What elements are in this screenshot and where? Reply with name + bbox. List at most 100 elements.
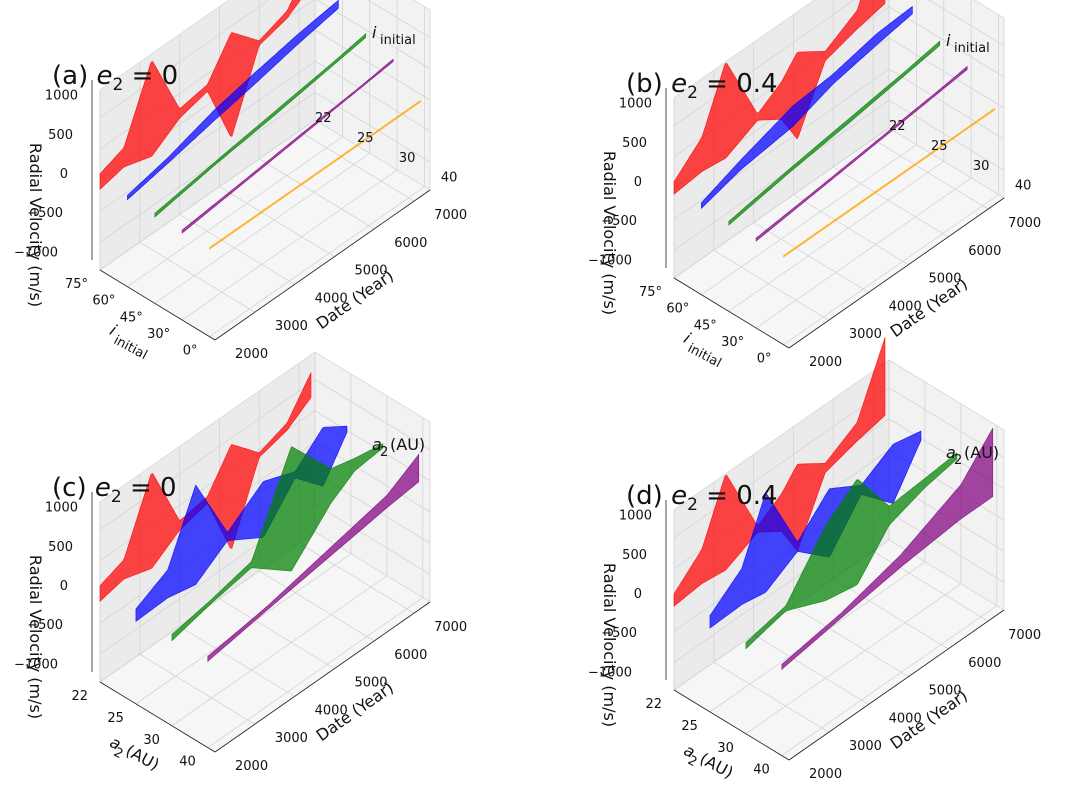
x-tick-label: 2000 xyxy=(235,347,268,362)
top-param-label: i initial xyxy=(946,31,990,56)
panel-title-symbol: e xyxy=(671,69,687,99)
floor-grid-x xyxy=(753,634,869,705)
back-grid-z xyxy=(99,379,316,531)
x-tick-label: 3000 xyxy=(275,731,308,746)
x-tick-label: 5000 xyxy=(354,264,387,279)
panel-title-value: 0 xyxy=(162,61,179,91)
x-axis-line xyxy=(788,197,1005,349)
x-tick-label: 6000 xyxy=(394,648,427,663)
top-param-label-sub: 2 xyxy=(380,445,388,460)
y-tick-label: 45° xyxy=(120,310,143,325)
top-param-label: a2 (AU) xyxy=(372,435,425,460)
x-tick-label: 3000 xyxy=(849,739,882,754)
x-axis-line xyxy=(214,189,431,341)
floor-grid-x xyxy=(139,653,256,725)
y-tick-label: 30 xyxy=(717,741,734,756)
floor-grid-x xyxy=(179,214,295,285)
series-ribbon-1 xyxy=(127,0,339,201)
y-axis-line xyxy=(673,689,790,761)
floor-grid-y xyxy=(209,186,425,337)
series-ribbon-2 xyxy=(728,40,941,226)
floor-grid-y xyxy=(171,575,388,727)
top-y-tick-label: 22 xyxy=(315,111,332,126)
top-param-label: a2 (AU) xyxy=(946,443,999,468)
floor-grid-y xyxy=(783,194,999,345)
floor-grid-x xyxy=(219,598,335,670)
side-grid-z xyxy=(888,37,1005,109)
side-grid-z xyxy=(367,0,431,39)
floor-grid-y xyxy=(181,169,398,321)
z-tick-label: −500 xyxy=(601,626,637,641)
series-ribbon-1 xyxy=(709,430,922,629)
panel-title-sub: 2 xyxy=(687,83,698,103)
floor-grid-x xyxy=(179,626,295,697)
floor-grid-y xyxy=(99,119,316,271)
floor-grid-y xyxy=(127,136,343,287)
x-tick-label: 4000 xyxy=(315,703,348,718)
back-grid-z xyxy=(673,0,855,127)
back-grid-z xyxy=(99,91,316,243)
panel-title-symbol: e xyxy=(96,61,112,91)
panel-title-label: (b) xyxy=(626,69,671,99)
back-grid-z xyxy=(99,0,270,119)
z-tick-label: 500 xyxy=(622,136,647,151)
floor-grid-x xyxy=(713,249,830,321)
y-tick-label: 22 xyxy=(645,697,662,712)
y-tick-label: 45° xyxy=(694,318,717,333)
series-ribbon-0 xyxy=(673,0,886,195)
y-axis-line xyxy=(99,269,216,341)
side-grid-z xyxy=(314,60,431,132)
floor-grid-x xyxy=(872,138,989,210)
y-tick-label: 40 xyxy=(179,755,196,770)
floor-grid-y xyxy=(781,605,998,756)
top-param-label: i initial xyxy=(372,23,416,48)
panel-title: (d) e2 = 0.4 xyxy=(626,481,778,515)
side-grid-z xyxy=(314,91,431,163)
x-tick-label: 6000 xyxy=(394,236,427,251)
top-param-label-sub: 2 xyxy=(954,453,962,468)
top-y-tick-label: 22 xyxy=(889,119,906,134)
z-tick-label: 500 xyxy=(48,540,73,555)
floor-grid-x xyxy=(259,570,375,642)
panel-title-value: 0 xyxy=(160,473,177,503)
floor-grid-y xyxy=(154,153,370,304)
series-ribbon-1 xyxy=(701,5,913,210)
z-tick-label: −1000 xyxy=(588,665,632,680)
z-tick-label: 0 xyxy=(634,175,642,190)
z-tick-label: 1000 xyxy=(619,97,652,112)
x-axis-line xyxy=(788,609,1005,761)
z-axis-label: Radial Velocity (m/s) xyxy=(600,563,619,727)
top-y-tick-label: 40 xyxy=(1015,179,1032,194)
z-tick-label: −1000 xyxy=(14,657,58,672)
z-tick-label: −500 xyxy=(27,206,63,221)
floor-grid-x xyxy=(298,542,415,614)
y-tick-label: 75° xyxy=(65,277,88,292)
side-grid-z xyxy=(888,6,1005,78)
floor-grid-x xyxy=(793,606,909,678)
side-grid-z xyxy=(314,379,431,451)
z-tick-label: 0 xyxy=(60,579,68,594)
side-grid-z xyxy=(314,503,431,575)
y-axis-line xyxy=(673,277,790,349)
floor-grid-y xyxy=(745,583,962,735)
panel-title-label: (a) xyxy=(52,61,96,91)
x-tick-label: 5000 xyxy=(354,676,387,691)
z-tick-label: 1000 xyxy=(619,509,652,524)
top-y-tick-label: 30 xyxy=(973,159,990,174)
panel-title: (b) e2 = 0.4 xyxy=(626,69,778,103)
z-axis-label: Radial Velocity (m/s) xyxy=(600,151,619,315)
x-tick-label: 2000 xyxy=(235,759,268,774)
top-param-label-main: i xyxy=(372,23,377,42)
x-tick-label: 4000 xyxy=(315,291,348,306)
y-tick-label: 30° xyxy=(147,327,170,342)
z-tick-label: −500 xyxy=(27,618,63,633)
side-grid-z xyxy=(888,511,1005,583)
top-param-label-main: a xyxy=(372,435,382,454)
series-ribbon-3 xyxy=(781,427,994,671)
panel-title-eq: = xyxy=(698,69,736,99)
y-tick-label: 30 xyxy=(143,733,160,748)
y-tick-label: 60° xyxy=(666,302,689,317)
